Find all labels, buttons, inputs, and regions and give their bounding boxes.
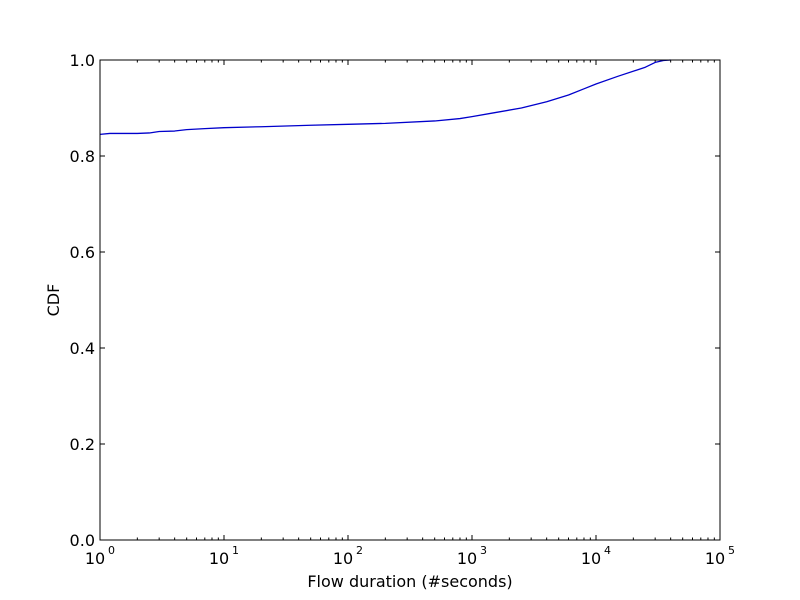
y-tick-label: 1.0 xyxy=(70,51,95,70)
x-tick-label: 10 xyxy=(581,549,601,568)
x-tick-label-exponent: 2 xyxy=(356,544,363,557)
y-tick-label: 0.2 xyxy=(70,435,95,454)
plot-frame xyxy=(99,59,721,541)
x-axis-label: Flow duration (#seconds) xyxy=(307,572,512,591)
x-tick-label: 10 xyxy=(333,549,353,568)
x-tick-label: 10 xyxy=(85,549,105,568)
x-tick-label-exponent: 3 xyxy=(480,544,487,557)
minor-tick-marks xyxy=(136,60,715,540)
tick-labels: 10 0 10 1 10 2 10 3 10 4 10 50.00.20.40.60.81.0 xyxy=(70,51,735,568)
y-tick-label: 0.4 xyxy=(70,339,95,358)
y-tick-label: 0.0 xyxy=(70,531,95,550)
x-tick-label-exponent: 1 xyxy=(232,544,239,557)
x-tick-label-exponent: 4 xyxy=(604,544,611,557)
x-tick-label-exponent: 0 xyxy=(108,544,115,557)
series-layer xyxy=(99,59,671,136)
y-axis-label: CDF xyxy=(44,284,63,317)
y-tick-label: 0.8 xyxy=(70,147,95,166)
major-tick-marks xyxy=(99,59,721,541)
cdf-series-line xyxy=(99,59,671,136)
x-tick-label-exponent: 5 xyxy=(728,544,735,557)
x-tick-label: 10 xyxy=(209,549,229,568)
y-tick-label: 0.6 xyxy=(70,243,95,262)
x-tick-label: 10 xyxy=(457,549,477,568)
x-tick-label: 10 xyxy=(705,549,725,568)
